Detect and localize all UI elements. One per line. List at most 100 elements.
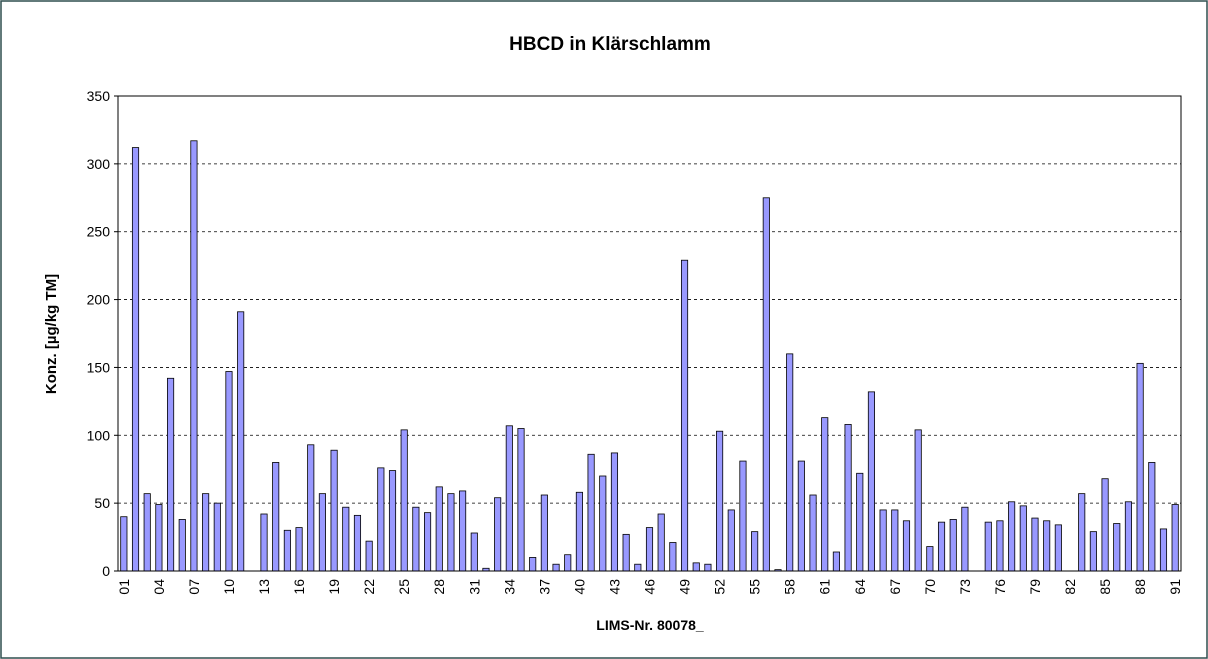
bar	[307, 444, 315, 572]
bar	[388, 470, 397, 572]
bar	[295, 527, 303, 572]
bar	[505, 425, 513, 572]
chart-title: HBCD in Klärschlamm	[509, 34, 711, 55]
bar	[459, 490, 467, 572]
x-tick-label: 19	[326, 579, 342, 595]
bar	[1089, 531, 1097, 572]
x-tick-label: 13	[256, 579, 272, 595]
bar	[131, 147, 140, 572]
bar	[318, 493, 326, 572]
bar	[225, 371, 233, 572]
bar	[202, 493, 210, 572]
bar	[1101, 478, 1109, 572]
bar	[680, 259, 689, 572]
bar	[330, 449, 338, 572]
x-tick-label: 28	[431, 579, 447, 595]
bar	[213, 502, 221, 572]
bar	[797, 460, 805, 572]
bar	[435, 486, 443, 572]
bar	[237, 311, 245, 572]
bar	[353, 514, 362, 572]
bar	[1171, 504, 1179, 572]
x-tick-label: 52	[712, 579, 728, 595]
bar	[809, 494, 817, 572]
x-tick-label: 43	[606, 579, 622, 595]
bar	[400, 429, 408, 572]
bar	[529, 557, 537, 572]
bar	[424, 512, 432, 572]
bar	[786, 353, 794, 572]
bar	[120, 516, 128, 572]
bar	[645, 527, 654, 572]
bar	[365, 540, 373, 572]
x-tick-label: 91	[1167, 579, 1183, 595]
bar	[657, 513, 665, 572]
bar	[1019, 505, 1027, 572]
bar	[1148, 462, 1156, 572]
x-tick-label: 01	[116, 579, 132, 595]
bar	[1136, 362, 1144, 572]
x-axis-title: LIMS-Nr. 80078_	[596, 617, 704, 633]
bar	[856, 472, 864, 572]
bar	[1008, 501, 1016, 572]
bar	[891, 509, 899, 572]
bar	[190, 140, 198, 572]
x-tick-label: 61	[817, 579, 833, 595]
bar	[143, 493, 151, 572]
x-tick-label: 07	[186, 579, 202, 595]
bar	[1031, 517, 1039, 572]
x-tick-label: 64	[852, 579, 868, 595]
bar	[610, 452, 619, 572]
y-tick-label: 0	[102, 563, 110, 579]
x-tick-label: 49	[677, 579, 693, 595]
bar	[867, 391, 875, 572]
x-tick-label: 76	[992, 579, 1008, 595]
bar	[540, 494, 548, 572]
bar	[599, 475, 607, 572]
x-tick-label: 67	[887, 579, 903, 595]
x-tick-label: 79	[1027, 579, 1043, 595]
x-tick-label: 10	[221, 579, 237, 595]
bar	[342, 506, 350, 572]
bar	[844, 424, 852, 572]
bar	[587, 453, 595, 572]
x-tick-label: 34	[501, 579, 517, 595]
bar	[494, 497, 502, 572]
y-tick-label: 50	[94, 495, 110, 511]
x-tick-label: 82	[1062, 579, 1078, 595]
x-tick-label: 31	[466, 579, 482, 595]
bar	[272, 462, 280, 572]
y-axis-title: Konz. [µg/kg TM]	[43, 274, 60, 394]
y-tick-label: 300	[87, 156, 111, 172]
bar	[377, 467, 385, 572]
bar	[879, 509, 887, 572]
x-tick-label: 55	[747, 579, 763, 595]
x-tick-label: 37	[536, 579, 552, 595]
bar	[575, 491, 583, 572]
bar	[1124, 501, 1132, 572]
bar	[178, 519, 186, 572]
bar	[470, 532, 478, 572]
bar	[283, 529, 291, 572]
bar	[727, 509, 735, 572]
bar	[984, 521, 992, 572]
x-tick-label: 46	[642, 579, 658, 595]
bar	[996, 520, 1004, 572]
bar	[692, 562, 700, 572]
x-tick-label: 88	[1132, 579, 1148, 595]
bar	[751, 531, 759, 572]
bar	[1054, 524, 1062, 572]
x-tick-label: 85	[1097, 579, 1113, 595]
bar	[832, 551, 840, 572]
bar	[949, 519, 957, 572]
bar	[622, 533, 630, 572]
bar	[1159, 528, 1168, 572]
y-tick-label: 150	[87, 359, 111, 375]
bar	[704, 563, 712, 572]
bar	[926, 546, 934, 572]
x-tick-label: 22	[361, 579, 377, 595]
bar	[961, 506, 969, 572]
x-tick-label: 04	[151, 579, 167, 595]
y-tick-label: 100	[87, 427, 111, 443]
bar	[552, 563, 560, 572]
